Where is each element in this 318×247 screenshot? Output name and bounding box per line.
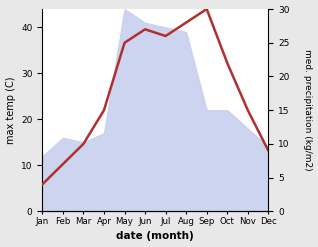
Y-axis label: max temp (C): max temp (C) xyxy=(5,76,16,144)
Y-axis label: med. precipitation (kg/m2): med. precipitation (kg/m2) xyxy=(303,49,313,171)
X-axis label: date (month): date (month) xyxy=(116,231,194,242)
